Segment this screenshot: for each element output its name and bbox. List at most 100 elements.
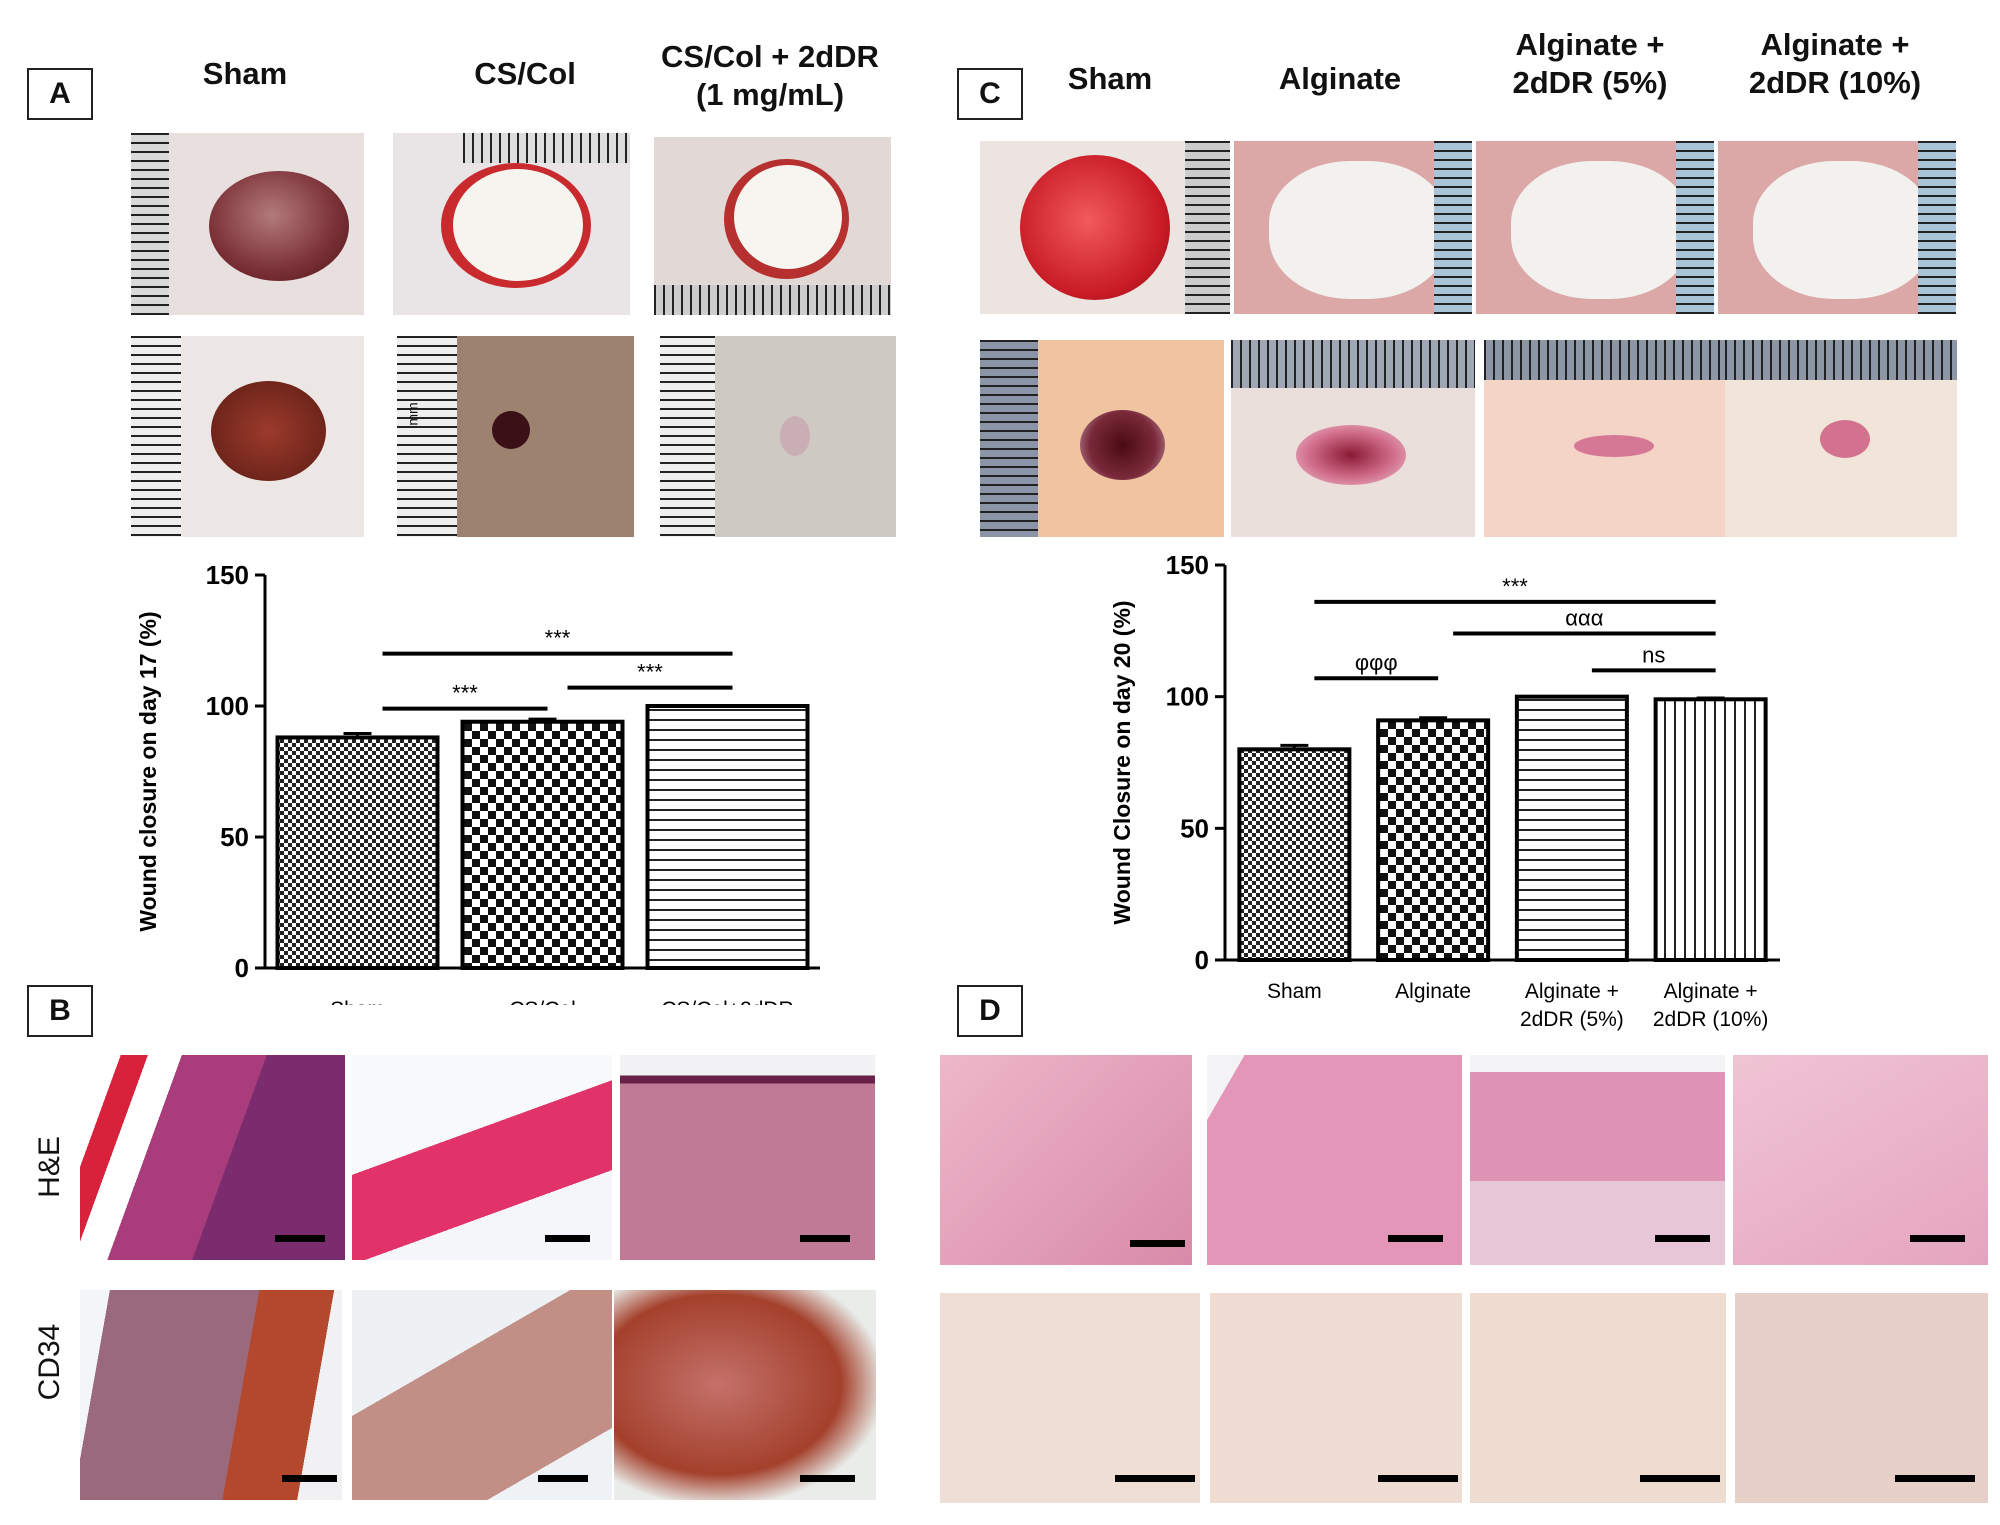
scaffold-image <box>1511 161 1691 299</box>
photo-a-cscol-day17: mm <box>397 336 634 537</box>
bar <box>1376 718 1491 962</box>
photo-c-alginate5-day0 <box>1476 141 1714 314</box>
y-tick-label: 50 <box>1180 813 1209 843</box>
ruler <box>1231 340 1475 388</box>
y-tick-label: 0 <box>235 953 249 983</box>
scale-bar <box>800 1475 855 1482</box>
photo-c-alginate-day0 <box>1234 141 1472 314</box>
row-label-he: H&E <box>33 1136 66 1198</box>
histology-b-cd34-1 <box>80 1290 342 1500</box>
photo-a-sham-day17 <box>131 336 364 537</box>
significance-label: ααα <box>1565 605 1603 630</box>
scale-bar <box>538 1475 588 1482</box>
photo-c-alginate5-day20 <box>1484 340 1725 537</box>
histology-d-he-2 <box>1207 1055 1462 1265</box>
ruler <box>980 340 1038 537</box>
panel-c-title-sham: Sham <box>1067 61 1153 96</box>
photo-c-alginate-day20 <box>1231 340 1475 537</box>
wound-image <box>1574 435 1654 457</box>
bar <box>460 719 625 970</box>
histology-b-cd34-2 <box>352 1290 612 1500</box>
panel-label-c: C <box>957 68 1023 120</box>
y-axis-label: Wound Closure on day 20 (%) <box>1109 600 1135 924</box>
ruler <box>654 285 891 315</box>
wound-image <box>1080 410 1165 480</box>
panel-a-title-cscol: CS/Col <box>474 56 576 91</box>
y-tick-label: 150 <box>1166 550 1209 580</box>
histology-b-he-1 <box>80 1055 345 1260</box>
histology-b-cd34-3 <box>614 1290 876 1500</box>
wound-image <box>1820 420 1870 458</box>
scale-bar <box>1115 1475 1195 1482</box>
histology-d-he-1 <box>940 1055 1192 1265</box>
photo-c-sham-day20 <box>980 340 1224 537</box>
photo-c-alginate10-day0 <box>1718 141 1956 314</box>
scale-bar <box>1895 1475 1975 1482</box>
histology-d-ihc-2 <box>1210 1293 1462 1503</box>
wound-image <box>209 171 349 281</box>
photo-c-sham-day0 <box>980 141 1230 314</box>
wound-image <box>1020 155 1170 300</box>
wound-image <box>492 411 530 449</box>
ruler <box>1676 141 1714 314</box>
photo-a-cscol2ddr-day17 <box>660 336 896 537</box>
scale-bar <box>282 1475 337 1482</box>
histology-d-ihc-4 <box>1735 1293 1988 1503</box>
x-tick-label: CS/Col+2dDR <box>661 998 793 1005</box>
scaffold-image <box>734 165 842 269</box>
ruler <box>1434 141 1472 314</box>
bar <box>1514 694 1629 963</box>
significance-label: ns <box>1642 642 1665 667</box>
panel-a-title-cscol-2ddr: CS/Col + 2dDR (1 mg/mL) <box>661 39 879 112</box>
y-tick-label: 150 <box>206 560 249 590</box>
photo-c-alginate10-day20 <box>1725 340 1957 537</box>
chart-panel-c: 0 50 100 150 Wound Closure on day 20 (%) Sham… <box>1109 550 1780 1031</box>
y-tick-label: 100 <box>1166 682 1209 712</box>
x-tick-label: 2dDR (10%) <box>1653 1008 1769 1031</box>
ruler <box>1185 141 1230 314</box>
scaffold-image <box>453 169 583 281</box>
photo-a-sham-day0 <box>131 133 364 315</box>
scale-bar <box>275 1235 325 1242</box>
ruler <box>660 336 715 537</box>
histology-d-ihc-3 <box>1470 1293 1726 1503</box>
bar <box>645 704 810 970</box>
histology-d-ihc-1 <box>940 1293 1200 1503</box>
scaffold-image <box>1269 161 1449 299</box>
wound-image <box>211 381 326 481</box>
significance-label: *** <box>1502 574 1528 599</box>
histology-d-he-3 <box>1470 1055 1725 1265</box>
x-tick-label: CS/Col <box>509 998 576 1005</box>
y-axis-label: Wound closure on day 17 (%) <box>135 611 161 931</box>
panel-c-title-alginate-5: Alginate + 2dDR (5%) <box>1512 27 1668 100</box>
ruler <box>1484 340 1725 380</box>
bar <box>1237 747 1352 962</box>
scale-bar <box>1910 1235 1965 1242</box>
x-tick-label: Alginate + <box>1525 980 1619 1003</box>
panel-c-title-alginate: Alginate <box>1278 61 1402 96</box>
panel-label-a: A <box>27 68 93 120</box>
histology-b-he-2 <box>352 1055 612 1260</box>
scale-bar <box>1388 1235 1443 1242</box>
y-tick-label: 100 <box>206 691 249 721</box>
ruler <box>1918 141 1956 314</box>
ruler-unit-label: mm <box>404 402 421 426</box>
scaffold-image <box>1753 161 1933 299</box>
scale-bar <box>800 1235 850 1242</box>
ruler <box>131 336 181 537</box>
scale-bar <box>545 1235 590 1242</box>
row-label-cd34: CD34 <box>33 1323 66 1401</box>
photo-a-cscol-day0 <box>393 133 630 315</box>
histology-b-he-3 <box>620 1055 875 1260</box>
significance-label: *** <box>452 681 478 706</box>
y-tick-label: 50 <box>220 822 249 852</box>
significance-label: *** <box>637 660 663 685</box>
panel-a-title-sham: Sham <box>202 56 288 91</box>
photo-a-cscol2ddr-day0 <box>654 137 891 315</box>
scale-bar <box>1655 1235 1710 1242</box>
significance-label: *** <box>545 626 571 651</box>
panel-label-d: D <box>957 985 1023 1037</box>
x-tick-label: Sham <box>330 998 385 1005</box>
wound-image <box>780 416 810 456</box>
scale-bar <box>1130 1240 1185 1247</box>
